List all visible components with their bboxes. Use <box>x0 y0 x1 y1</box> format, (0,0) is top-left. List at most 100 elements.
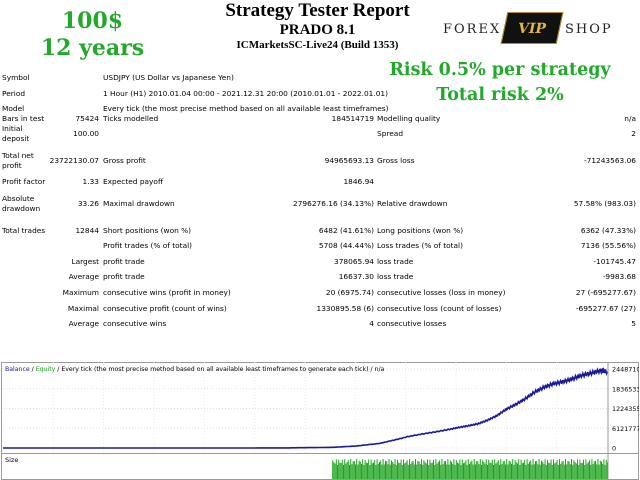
size-bar <box>568 461 570 479</box>
size-bar <box>400 459 402 479</box>
avg-consecutive-label: Average <box>68 319 99 328</box>
period-label: Period <box>2 89 26 98</box>
size-bar <box>551 465 553 479</box>
size-bar <box>539 464 541 479</box>
legend-separator: / <box>30 366 36 373</box>
size-bar <box>345 463 347 479</box>
size-bar <box>605 460 607 479</box>
size-bar <box>595 460 596 479</box>
profit-trades-label: Profit trades (% of total) <box>103 241 193 250</box>
size-bar <box>448 464 450 479</box>
size-bar <box>343 465 344 479</box>
size-bar <box>406 460 408 479</box>
size-bar <box>517 463 518 479</box>
size-bar <box>559 459 560 479</box>
total-trades-label: Total trades <box>2 226 46 235</box>
size-bar <box>481 464 482 479</box>
size-bar <box>473 459 475 479</box>
legend-description: / Every tick (the most precise method ba… <box>55 366 384 373</box>
size-bar <box>357 464 359 479</box>
size-bar <box>509 461 511 479</box>
size-bar <box>347 460 349 479</box>
size-bar <box>501 464 503 479</box>
size-bar <box>532 459 534 479</box>
expected-payoff-label: Expected payoff <box>103 177 164 186</box>
size-bar <box>365 462 367 479</box>
size-bar <box>575 463 577 479</box>
size-bar <box>565 459 566 479</box>
average-label: Average <box>68 272 99 281</box>
net-profit-label-1: Total net <box>2 151 34 160</box>
size-bar <box>529 461 530 479</box>
rel-drawdown-value: 57.58% (983.03) <box>573 199 636 208</box>
ticks-label: Ticks modelled <box>103 114 159 123</box>
size-bar <box>483 462 485 479</box>
size-bar <box>572 464 574 479</box>
size-bar <box>459 459 461 479</box>
size-bar <box>508 460 510 479</box>
size-bar <box>436 463 438 479</box>
max-cons-wins-value: 20 (6975.74) <box>325 288 374 297</box>
size-bar <box>441 459 443 479</box>
size-bar <box>549 463 551 479</box>
size-bar <box>573 460 575 479</box>
legend-balance: Balance <box>5 366 30 373</box>
size-bar <box>377 463 379 479</box>
size-bar <box>439 460 440 479</box>
size-bar <box>411 461 413 479</box>
size-bar <box>447 459 449 479</box>
promo-deposit: 100$ <box>61 8 124 34</box>
avg-cons-losses-value: 5 <box>631 319 636 328</box>
avg-profit-value: 16637.30 <box>338 272 374 281</box>
size-bar <box>477 461 479 479</box>
size-bar <box>469 463 470 479</box>
size-bar <box>470 461 472 479</box>
short-positions-label: Short positions (won %) <box>103 226 192 235</box>
size-bar <box>543 463 545 479</box>
size-bar <box>419 464 421 479</box>
size-bar <box>463 463 464 479</box>
maximal-loss-value: -695277.67 (27) <box>575 304 636 313</box>
y-tick-label: 24487109 <box>612 366 639 374</box>
size-bar <box>500 459 502 479</box>
size-bar <box>487 465 488 479</box>
size-bar <box>478 464 480 479</box>
size-bar <box>589 460 590 479</box>
size-bar <box>556 460 558 479</box>
long-positions-label: Long positions (won %) <box>377 226 464 235</box>
quality-value: n/a <box>624 114 636 123</box>
size-bar <box>356 459 358 479</box>
size-bar <box>364 460 366 479</box>
size-bar <box>583 459 584 479</box>
size-bar <box>502 461 504 479</box>
size-bar <box>544 459 546 479</box>
size-bar <box>359 461 361 479</box>
logo-forex-text: FOREX <box>443 22 502 37</box>
abs-drawdown-label-1: Absolute <box>2 194 35 203</box>
size-bar <box>344 459 346 479</box>
size-bar <box>409 459 410 479</box>
size-bar <box>454 464 456 479</box>
net-profit-value: 23722130.07 <box>49 156 99 165</box>
size-bar <box>380 460 382 479</box>
forex-vip-shop-logo: FOREX VIP SHOP <box>443 10 640 48</box>
size-bar <box>358 460 360 479</box>
size-bar <box>511 464 512 479</box>
profit-factor-label: Profit factor <box>2 177 46 186</box>
size-bar <box>421 459 422 479</box>
size-bar <box>533 464 535 479</box>
size-bar <box>592 464 594 479</box>
size-bar <box>397 459 398 479</box>
size-bar <box>491 459 493 479</box>
gross-profit-label: Gross profit <box>103 156 146 165</box>
rel-drawdown-label: Relative drawdown <box>377 199 448 208</box>
size-bar <box>495 463 497 479</box>
size-bar <box>490 462 492 479</box>
size-bar <box>430 463 432 479</box>
gross-loss-label: Gross loss <box>377 156 415 165</box>
spread-value: 2 <box>631 129 636 138</box>
size-bar <box>435 459 437 479</box>
size-bar <box>499 464 500 479</box>
size-bar <box>578 465 580 479</box>
size-bar <box>428 465 430 479</box>
